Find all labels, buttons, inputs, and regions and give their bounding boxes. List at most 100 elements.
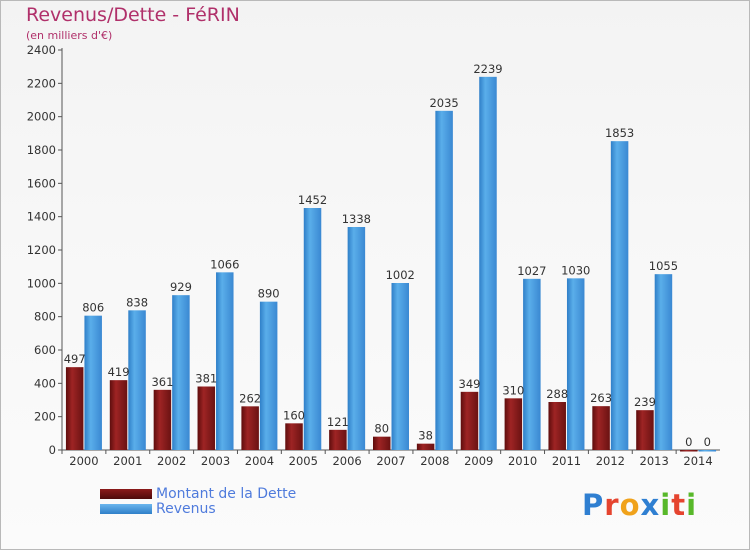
- logo-letter: o: [619, 488, 641, 522]
- bar-revenus: [84, 315, 102, 450]
- bar-revenus: [523, 278, 541, 450]
- data-label-revenus: 2239: [473, 62, 502, 76]
- bar-revenus: [128, 310, 146, 450]
- data-label-revenus: 890: [258, 287, 280, 301]
- x-tick-label: 2002: [157, 454, 186, 468]
- y-tick-label: 2200: [27, 76, 56, 90]
- data-label-revenus: 929: [170, 280, 192, 294]
- y-tick-label: 1200: [27, 243, 56, 257]
- data-label-revenus: 1027: [517, 264, 546, 278]
- bar-revenus: [566, 278, 585, 450]
- data-label-revenus: 2035: [429, 96, 458, 110]
- legend-label-debt: Montant de la Dette: [156, 486, 297, 502]
- x-tick-label: 2007: [376, 454, 405, 468]
- bar-debt: [636, 410, 654, 450]
- legend-swatch-debt: [100, 489, 152, 499]
- data-label-debt: 160: [283, 408, 305, 422]
- legend-item-revenus: Revenus: [100, 501, 216, 517]
- logo-letter: t: [671, 488, 687, 522]
- x-tick-label: 2009: [464, 454, 493, 468]
- bar-debt: [109, 380, 128, 450]
- y-tick-label: 400: [34, 376, 56, 390]
- bar-revenus: [654, 274, 673, 450]
- y-tick-label: 1600: [27, 176, 56, 190]
- bar-revenus: [610, 141, 629, 450]
- logo-letter: i: [660, 488, 672, 522]
- y-tick-label: 200: [34, 410, 56, 424]
- data-label-debt: 121: [327, 415, 349, 429]
- data-label-debt: 497: [64, 352, 86, 366]
- logo-letter: i: [686, 488, 698, 522]
- x-tick-label: 2013: [640, 454, 669, 468]
- data-label-debt: 80: [374, 422, 389, 436]
- y-tick-label: 800: [34, 310, 56, 324]
- x-tick-label: 2012: [596, 454, 625, 468]
- bar-revenus: [172, 295, 190, 450]
- data-label-debt: 349: [459, 377, 481, 391]
- x-tick-label: 2000: [69, 454, 98, 468]
- data-label-revenus: 0: [704, 435, 711, 449]
- data-label-revenus: 1338: [342, 212, 371, 226]
- x-tick-label: 2010: [508, 454, 537, 468]
- y-tick-label: 1400: [27, 210, 56, 224]
- bar-revenus: [479, 76, 497, 450]
- y-tick-label: 600: [34, 343, 56, 357]
- bar-debt: [241, 406, 259, 450]
- x-tick-label: 2004: [245, 454, 274, 468]
- data-label-debt: 310: [502, 383, 524, 397]
- data-label-debt: 0: [685, 435, 692, 449]
- bar-debt: [460, 391, 479, 450]
- logo-letter: r: [604, 488, 620, 522]
- logo-letter: x: [640, 488, 661, 522]
- bar-debt: [197, 386, 216, 450]
- legend-swatch-revenus: [100, 504, 152, 514]
- bar-debt: [65, 367, 84, 450]
- x-tick-label: 2011: [552, 454, 581, 468]
- bar-debt: [416, 443, 435, 450]
- x-tick-label: 2005: [289, 454, 318, 468]
- data-label-revenus: 838: [126, 295, 148, 309]
- y-tick-label: 2400: [27, 43, 56, 57]
- data-label-debt: 288: [546, 387, 568, 401]
- data-label-revenus: 1055: [649, 259, 678, 273]
- x-tick-label: 2001: [113, 454, 142, 468]
- bar-debt: [548, 402, 566, 450]
- bar-revenus: [435, 110, 453, 450]
- bar-debt: [680, 450, 698, 452]
- y-tick-label: 1000: [27, 276, 56, 290]
- data-label-revenus: 1853: [605, 126, 634, 140]
- data-label-revenus: 1452: [298, 193, 327, 207]
- data-label-debt: 361: [151, 375, 173, 389]
- data-label-debt: 419: [108, 365, 130, 379]
- bar-debt: [329, 429, 347, 450]
- bar-revenus: [259, 301, 278, 450]
- bar-revenus: [216, 272, 234, 450]
- logo-letter: P: [582, 488, 605, 522]
- data-label-debt: 239: [634, 395, 656, 409]
- y-tick-label: 2000: [27, 110, 56, 124]
- x-tick-label: 2008: [420, 454, 449, 468]
- data-label-revenus: 806: [82, 301, 104, 315]
- x-tick-label: 2003: [201, 454, 230, 468]
- bar-debt: [153, 389, 172, 450]
- bar-debt: [592, 406, 610, 450]
- data-label-revenus: 1030: [561, 263, 590, 277]
- chart-subtitle: (en milliers d'€): [26, 29, 113, 42]
- bar-revenus: [347, 227, 366, 450]
- data-label-revenus: 1002: [386, 268, 415, 282]
- bar-revenus: [698, 450, 717, 452]
- proxiti-logo: Proxiti: [582, 488, 697, 522]
- data-label-debt: 38: [418, 429, 433, 443]
- bar-debt: [504, 398, 523, 450]
- x-tick-label: 2014: [683, 454, 712, 468]
- bar-debt: [373, 436, 391, 450]
- legend-item-debt: Montant de la Dette: [100, 486, 296, 502]
- chart-title: Revenus/Dette - FéRIN: [26, 4, 240, 26]
- data-label-debt: 262: [239, 391, 261, 405]
- data-label-debt: 381: [195, 372, 217, 386]
- y-tick-label: 0: [49, 443, 56, 457]
- data-label-debt: 263: [590, 391, 612, 405]
- legend-label-revenus: Revenus: [156, 501, 216, 517]
- bar-revenus: [303, 208, 322, 450]
